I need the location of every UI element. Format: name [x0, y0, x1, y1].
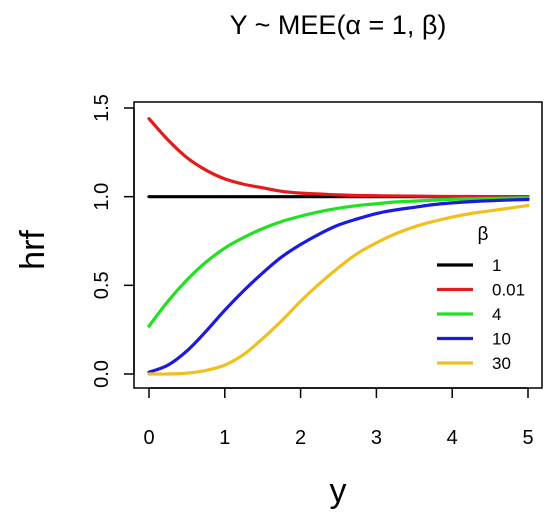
x-tick-label: 0 [143, 427, 154, 449]
legend-entry: 10 [492, 330, 511, 349]
y-tick-label: 0.5 [91, 271, 113, 299]
legend-entry: 0.01 [492, 281, 525, 300]
y-tick-label: 1.0 [91, 183, 113, 211]
chart-title: Y ~ MEE(α = 1, β) [230, 10, 447, 40]
series-line-2 [147, 196, 530, 328]
x-axis-label: y [330, 472, 347, 510]
x-tick-label: 4 [447, 427, 458, 449]
y-axis-label: hrf [14, 230, 52, 270]
series-line-4 [147, 203, 530, 376]
x-tick-label: 1 [219, 427, 230, 449]
x-tick-label: 5 [522, 427, 533, 449]
y-tick-label: 1.5 [91, 94, 113, 122]
series-lines [147, 117, 530, 376]
y-axis: 0.0 0.5 1.0 1.5 [91, 94, 135, 388]
legend-entry: 4 [492, 305, 501, 324]
legend-title: β [478, 224, 489, 245]
legend: β 1 0.01 4 10 30 [437, 224, 525, 373]
legend-entry: 30 [492, 354, 511, 373]
x-tick-label: 3 [371, 427, 382, 449]
y-tick-label: 0.0 [91, 360, 113, 388]
x-axis: 0 1 2 3 4 5 [143, 387, 534, 449]
series-line-1 [147, 117, 530, 199]
legend-entry: 1 [492, 256, 501, 275]
series-line-3 [147, 197, 530, 374]
x-tick-label: 2 [295, 427, 306, 449]
